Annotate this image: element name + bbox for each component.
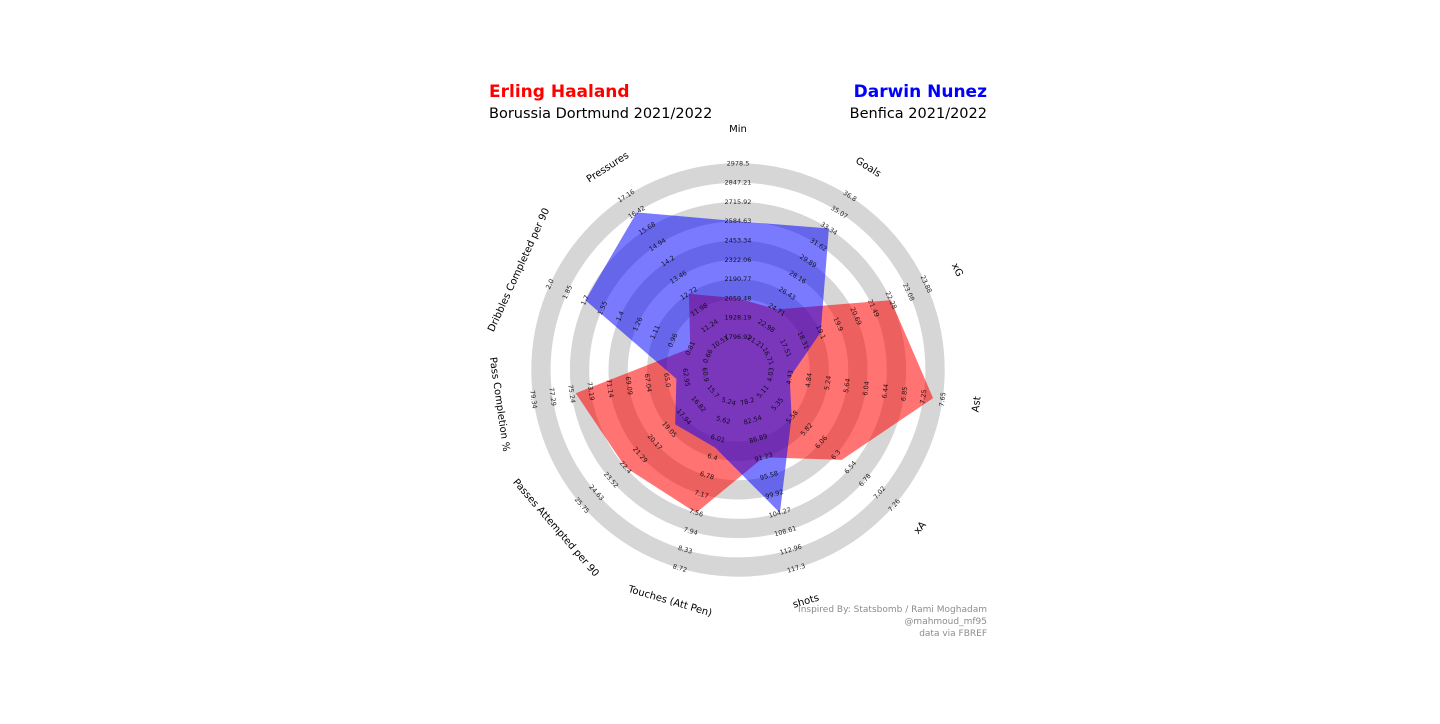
tick-label: 6.78 bbox=[699, 470, 715, 482]
tick-label: 5.24 bbox=[823, 375, 833, 390]
tick-label: 5.64 bbox=[842, 378, 852, 393]
tick-label: 7.17 bbox=[693, 488, 709, 500]
axis-label: xG bbox=[949, 262, 965, 279]
tick-label: 8.33 bbox=[677, 544, 693, 556]
axis-label: Ast bbox=[970, 396, 983, 413]
tick-label: 6.44 bbox=[880, 383, 890, 398]
tick-label: 4.43 bbox=[785, 370, 795, 385]
tick-label: 7.56 bbox=[688, 507, 704, 519]
tick-label: 67.04 bbox=[643, 373, 654, 393]
axis-label: Goals bbox=[853, 156, 882, 180]
credit-line-1: Inspired By: Statsbomb / Rami Moghadam bbox=[798, 605, 987, 615]
tick-label: 6.85 bbox=[899, 386, 909, 401]
tick-label: 1928.19 bbox=[725, 314, 752, 322]
tick-label: 6.04 bbox=[861, 381, 871, 396]
tick-label: 8.72 bbox=[672, 562, 688, 574]
tick-label: 73.19 bbox=[585, 381, 596, 401]
tick-label: 4.03 bbox=[766, 367, 776, 382]
tick-label: 62.95 bbox=[681, 368, 692, 388]
tick-label: 1.4 bbox=[614, 310, 626, 323]
axis-label: xA bbox=[912, 520, 929, 537]
player-2-name: Darwin Nunez bbox=[853, 82, 987, 102]
tick-label: 60.9 bbox=[700, 367, 710, 382]
tick-label: 69.09 bbox=[624, 376, 635, 396]
tick-label: 5.24 bbox=[721, 396, 737, 408]
tick-label: 1796.92 bbox=[725, 333, 752, 341]
tick-label: 78.2 bbox=[739, 396, 755, 408]
tick-label: 71.14 bbox=[605, 379, 616, 399]
tick-label: 7.65 bbox=[938, 392, 948, 407]
tick-label: 2059.48 bbox=[725, 294, 752, 302]
credit-line-2: @mahmoud_mf95 bbox=[904, 617, 987, 627]
tick-label: 1.7 bbox=[579, 294, 591, 307]
tick-label: 7.94 bbox=[683, 525, 699, 537]
player-2-team-season: Benfica 2021/2022 bbox=[849, 106, 987, 122]
tick-label: 2453.34 bbox=[725, 237, 752, 245]
series-polygon-2 bbox=[585, 212, 829, 513]
tick-label: 6.01 bbox=[710, 433, 726, 445]
ring-band-4 bbox=[531, 163, 945, 577]
tick-label: 2.0 bbox=[544, 278, 556, 291]
tick-label: 5.62 bbox=[715, 414, 731, 426]
tick-label: 7.25 bbox=[919, 389, 929, 404]
tick-label: 2322.06 bbox=[725, 256, 752, 264]
tick-label: 2715.92 bbox=[725, 198, 752, 206]
tick-label: 2978.5 bbox=[727, 159, 750, 167]
tick-label: 77.29 bbox=[547, 387, 558, 407]
credit-line-3: data via FBREF bbox=[919, 629, 987, 639]
tick-label: 2847.21 bbox=[725, 179, 752, 187]
tick-label: 4.84 bbox=[804, 372, 814, 387]
axis-label: Pressures bbox=[585, 150, 631, 185]
tick-label: 79.34 bbox=[528, 390, 539, 410]
axis-label: Touches (Att Pen) bbox=[626, 584, 714, 619]
player-1-team-season: Borussia Dortmund 2021/2022 bbox=[489, 106, 713, 122]
tick-label: 6.4 bbox=[706, 452, 718, 463]
tick-label: 75.24 bbox=[566, 384, 577, 404]
tick-label: 65.0 bbox=[662, 372, 672, 387]
axis-label: Pass Completion % bbox=[487, 356, 511, 452]
tick-label: 2584.63 bbox=[725, 217, 752, 225]
tick-label: 2190.77 bbox=[725, 275, 752, 283]
axis-label: Min bbox=[729, 124, 747, 135]
player-1-name: Erling Haaland bbox=[489, 82, 630, 102]
